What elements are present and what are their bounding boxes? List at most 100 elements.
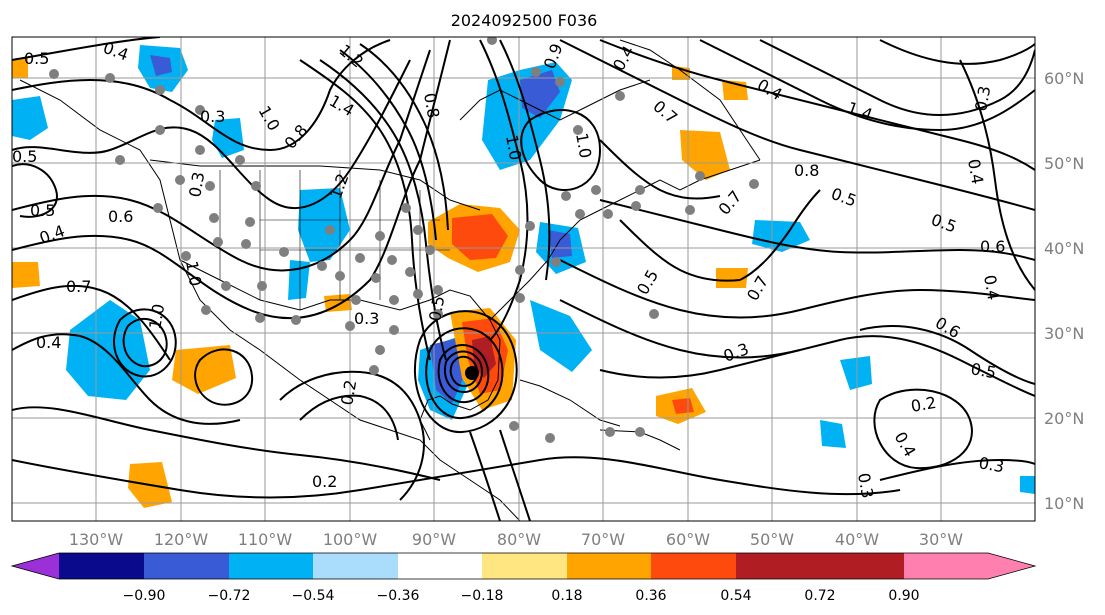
contour-line (12, 333, 241, 425)
map-frame (11, 36, 1036, 522)
dot (49, 69, 59, 79)
dot (603, 209, 613, 219)
dot (405, 267, 415, 277)
contour-ring (444, 350, 483, 394)
contour-label: 0.3 (354, 309, 379, 328)
cyclone-center-marker (465, 366, 479, 380)
contour-ring (873, 388, 973, 470)
shade-east-atl-blue (820, 420, 846, 448)
dot (355, 253, 365, 263)
contour-line (559, 259, 1035, 319)
lat-label: 40°N (1044, 239, 1084, 258)
dot (555, 77, 565, 87)
colorbar-bin (651, 553, 736, 579)
contour-label: 0.5 (12, 147, 37, 166)
colorbar-bin (820, 553, 904, 579)
contours (12, 37, 1035, 521)
contour-line (499, 429, 531, 521)
coastline-cuba (519, 379, 621, 427)
lat-label: 20°N (1044, 409, 1084, 428)
dot (545, 433, 555, 443)
lat-label: 60°N (1044, 69, 1084, 88)
colorbar (10, 552, 1037, 580)
dot (351, 295, 361, 305)
lon-label: 120°W (154, 530, 209, 549)
dot (525, 221, 535, 231)
shade-pacific-w-orange (12, 262, 40, 288)
land-dots (49, 37, 759, 443)
shade-eastcoast-royal (548, 230, 572, 258)
colorbar-tick: −0.72 (208, 588, 251, 604)
shade-mexico-orange (172, 345, 236, 394)
contour-label: 1.0 (145, 302, 168, 330)
contour-line (879, 39, 1035, 65)
shade-atlantic-orange (716, 268, 748, 288)
contour-line (559, 39, 1035, 211)
colorbar-bin (567, 553, 651, 579)
dot (371, 273, 381, 283)
contour-label: 0.4 (36, 333, 61, 352)
map-panel: 0.5 0.4 0.6 0.7 0.4 0.5 0.5 0.2 0.3 0.2 … (12, 37, 1035, 521)
dot (369, 365, 379, 375)
lon-label: 30°W (919, 530, 963, 549)
colorbar-bin (398, 553, 482, 579)
contour-line (859, 325, 1035, 385)
shade-atlantic-blue (752, 220, 810, 252)
dot (241, 239, 251, 249)
dot (221, 281, 231, 291)
shade-pacific-nw-blue (12, 96, 48, 140)
contour-label: 1.0 (182, 259, 205, 287)
dot (749, 179, 759, 189)
colorbar-tick: 0.54 (720, 588, 751, 604)
dot (279, 247, 289, 257)
contour-line (319, 59, 447, 361)
colorbar-tick: 0.18 (551, 588, 582, 604)
dot (155, 85, 165, 95)
longitude-axis: 130°W 120°W 110°W 100°W 90°W 80°W 70°W 6… (69, 530, 963, 549)
contour-line (12, 284, 171, 361)
contour-ring (437, 344, 490, 404)
lat-label: 50°N (1044, 154, 1084, 173)
shade-rockies-blue (298, 188, 350, 262)
dot (605, 427, 615, 437)
dot (635, 185, 645, 195)
dot (213, 237, 223, 247)
dot (389, 325, 399, 335)
dot (561, 191, 571, 201)
contour-label: 0.6 (108, 207, 133, 226)
contour-line (559, 299, 801, 359)
colorbar-tick: −0.54 (292, 588, 335, 604)
dot (575, 209, 585, 219)
contour-line (499, 39, 551, 281)
dot (635, 427, 645, 437)
dot (195, 145, 205, 155)
shade-se-blue (1020, 476, 1035, 494)
contour-ring (425, 327, 504, 420)
contour-ring (122, 317, 168, 368)
colorbar-bin (482, 553, 567, 579)
colorbar-extend-low (12, 553, 59, 579)
colorbar-bin (313, 553, 398, 579)
dot (257, 281, 267, 291)
dot (345, 321, 355, 331)
colorbar-outline (10, 552, 1037, 580)
lat-label: 30°N (1044, 324, 1084, 343)
contour-label: 1.0 (572, 131, 595, 159)
contour-label: 0.5 (24, 49, 49, 68)
shade-canada-east-orange (680, 130, 730, 180)
contour-line (599, 139, 721, 200)
shade-hudson-royal (520, 70, 560, 118)
colorbar-tick: 0.72 (804, 588, 835, 604)
contour-line (12, 456, 901, 499)
dot (375, 345, 385, 355)
coastline-west (19, 79, 521, 521)
dot (245, 217, 255, 227)
coastline-east (489, 159, 761, 321)
contour-line (599, 199, 1035, 261)
figure-title: 2024092500 F036 (451, 11, 598, 30)
contour-line (959, 59, 1035, 291)
dot (531, 67, 541, 77)
graticule (12, 37, 1035, 521)
contour-line (879, 458, 1035, 481)
dot (401, 203, 411, 213)
